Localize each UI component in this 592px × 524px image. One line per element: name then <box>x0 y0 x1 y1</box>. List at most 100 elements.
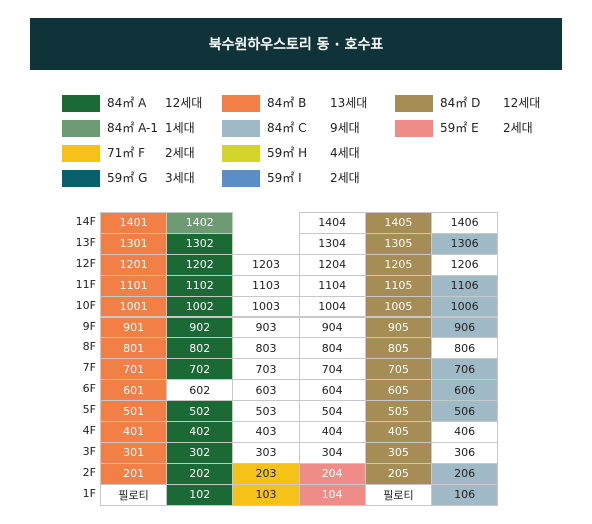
unit-cell: 1201 <box>100 253 168 276</box>
unit-cell: 1002 <box>166 295 234 318</box>
legend-label: 84㎡ A <box>107 96 147 110</box>
legend-swatch <box>62 145 100 162</box>
legend-count: 12세대 <box>503 96 541 110</box>
unit-cell: 1406 <box>431 212 499 234</box>
unit-cell: 702 <box>166 358 234 381</box>
unit-cell: 901 <box>100 316 168 339</box>
unit-cell: 1102 <box>166 274 234 297</box>
unit-cell: 501 <box>100 400 168 422</box>
legend-count: 2세대 <box>330 171 360 185</box>
unit-cell: 102 <box>166 483 234 506</box>
unit-cell: 필로티 <box>364 483 432 506</box>
legend-swatch <box>222 120 260 137</box>
unit-cell: 1004 <box>298 295 366 318</box>
unit-cell: 1105 <box>364 274 432 297</box>
legend-count: 2세대 <box>165 146 195 160</box>
unit-cell: 703 <box>232 358 300 381</box>
legend-swatch <box>62 120 100 137</box>
unit-cell: 305 <box>364 441 432 464</box>
unit-cell: 1003 <box>232 295 300 318</box>
legend-label: 59㎡ E <box>440 121 479 135</box>
unit-cell: 502 <box>166 400 234 422</box>
unit-cell: 302 <box>166 441 234 464</box>
unit-cell: 204 <box>298 462 366 485</box>
legend-label: 84㎡ B <box>267 96 307 110</box>
unit-cell: 604 <box>298 379 366 402</box>
unit-cell: 1204 <box>298 253 366 276</box>
unit-cell: 103 <box>232 483 300 506</box>
title-bar: 북수원하우스토리 동 · 호수표 <box>30 18 562 70</box>
unit-cell: 402 <box>166 421 234 443</box>
unit-cell: 1302 <box>166 232 234 255</box>
legend-count: 2세대 <box>503 121 533 135</box>
unit-cell: 602 <box>166 379 234 402</box>
legend-swatch <box>62 95 100 112</box>
unit-cell: 505 <box>364 400 432 422</box>
unit-cell: 401 <box>100 421 168 443</box>
legend-swatch <box>222 95 260 112</box>
unit-cell: 804 <box>298 337 366 360</box>
unit-cell: 504 <box>298 400 366 422</box>
unit-cell: 903 <box>232 316 300 339</box>
unit-cell: 705 <box>364 358 432 381</box>
legend-count: 4세대 <box>330 146 360 160</box>
unit-cell: 803 <box>232 337 300 360</box>
unit-cell: 701 <box>100 358 168 381</box>
legend-count: 12세대 <box>165 96 203 110</box>
unit-cell: 905 <box>364 316 432 339</box>
floor-label: 1F <box>82 486 96 500</box>
floor-label: 6F <box>82 382 96 396</box>
unit-cell: 606 <box>431 379 499 402</box>
legend-label: 59㎡ G <box>107 171 148 185</box>
unit-cell: 1301 <box>100 232 168 255</box>
unit-cell: 904 <box>298 316 366 339</box>
unit-cell: 1104 <box>298 274 366 297</box>
floor-label: 12F <box>75 256 96 270</box>
unit-cell: 203 <box>232 462 300 485</box>
legend-label: 59㎡ H <box>267 146 308 160</box>
floor-label: 10F <box>75 298 96 312</box>
unit-cell: 1304 <box>298 232 366 255</box>
unit-cell: 503 <box>232 400 300 422</box>
unit-cell: 406 <box>431 421 499 443</box>
unit-cell: 1001 <box>100 295 168 318</box>
unit-cell: 1306 <box>431 232 499 255</box>
unit-cell: 1103 <box>232 274 300 297</box>
unit-cell: 303 <box>232 441 300 464</box>
legend-count: 1세대 <box>165 121 195 135</box>
unit-cell: 506 <box>431 400 499 422</box>
unit-cell: 605 <box>364 379 432 402</box>
unit-cell: 704 <box>298 358 366 381</box>
floor-label: 9F <box>82 319 96 333</box>
floor-label: 2F <box>82 465 96 479</box>
unit-cell: 1402 <box>166 212 234 234</box>
unit-cell: 403 <box>232 421 300 443</box>
unit-cell: 601 <box>100 379 168 402</box>
unit-cell: 104 <box>298 483 366 506</box>
legend-label: 84㎡ A-1 <box>107 121 158 135</box>
unit-cell: 1405 <box>364 212 432 234</box>
unit-cell: 201 <box>100 462 168 485</box>
unit-cell: 1202 <box>166 253 234 276</box>
unit-cell: 802 <box>166 337 234 360</box>
unit-cell: 1203 <box>232 253 300 276</box>
legend-label: 84㎡ D <box>440 96 481 110</box>
unit-cell: 1106 <box>431 274 499 297</box>
floor-label: 13F <box>75 235 96 249</box>
unit-cell: 202 <box>166 462 234 485</box>
unit-cell: 806 <box>431 337 499 360</box>
unit-cell: 필로티 <box>100 483 168 506</box>
legend-label: 71㎡ F <box>107 146 145 160</box>
legend-label: 59㎡ I <box>267 171 302 185</box>
unit-cell: 1101 <box>100 274 168 297</box>
unit-cell: 1206 <box>431 253 499 276</box>
unit-cell: 205 <box>364 462 432 485</box>
legend-count: 9세대 <box>330 121 360 135</box>
unit-cell: 1401 <box>100 212 168 234</box>
unit-cell: 301 <box>100 441 168 464</box>
legend-swatch <box>222 170 260 187</box>
legend-count: 13세대 <box>330 96 368 110</box>
unit-cell: 1404 <box>298 212 366 234</box>
legend-swatch <box>222 145 260 162</box>
